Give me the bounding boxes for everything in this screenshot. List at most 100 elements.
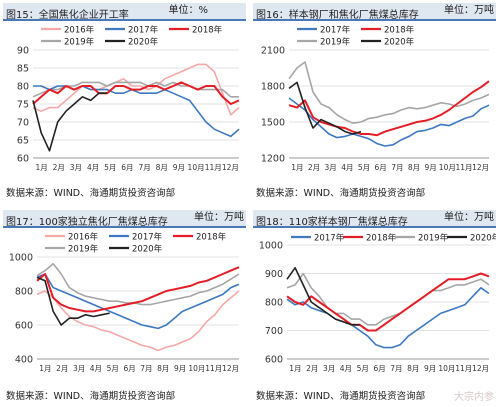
- series-line-2017: [288, 97, 490, 147]
- chart-unit: 单位：万吨: [444, 5, 494, 16]
- x-tick-label: 3月: [323, 364, 335, 373]
- y-tick-label: 70: [17, 118, 29, 129]
- series-line-2016: [32, 63, 240, 116]
- x-tick-label: 8月: [407, 364, 419, 373]
- legend-label: 2018年: [192, 25, 223, 36]
- chart-3-svg: 400 600 800 1000 1月 2月 3月 4月 5月 6月 7月 8月 9月 10月 11月 12月…: [9, 232, 240, 373]
- x-tick-label: 1月: [39, 364, 51, 373]
- x-tick-label: 9月: [173, 163, 185, 172]
- chart-title: 图17：100家独立焦化厂焦煤总库存: [6, 217, 168, 228]
- x-tick-label: 2月: [306, 364, 318, 373]
- x-tick-label: 5月: [104, 163, 116, 172]
- series-line-2018: [32, 81, 240, 105]
- y-tick-label: 600: [15, 321, 33, 332]
- x-tick-label: 5月: [357, 364, 369, 373]
- series-line-2018: [286, 272, 490, 332]
- x-tick-label: 12月: [222, 163, 239, 172]
- x-tick-label: 8月: [408, 163, 420, 172]
- x-tick-label: 2月: [308, 163, 320, 172]
- chart-title-bar: 图18：110家样本钢厂焦煤总库存 单位：万吨: [253, 210, 496, 228]
- series-line-2018: [36, 266, 240, 313]
- chart-unit: 单位：%: [168, 5, 208, 16]
- chart-title: 图18：110家样本钢厂焦煤总库存: [256, 217, 408, 228]
- legend-label: 2020年: [384, 37, 415, 48]
- x-tick-label: 6月: [121, 163, 133, 172]
- x-tick-label: 3月: [73, 364, 85, 373]
- chart-panel-2: 图16：样本钢厂和焦化厂焦煤总库存 单位：万吨 1200 1500 1800 2100…: [253, 3, 496, 201]
- legend-label: 2018年: [366, 233, 397, 244]
- legend-label: 2017年: [132, 232, 163, 243]
- y-tick-label: 1500: [261, 118, 285, 129]
- series-line-2019: [286, 272, 490, 326]
- x-tick-label: 7月: [391, 163, 403, 172]
- chart-title: 图15：全国焦化企业开工率: [6, 10, 129, 21]
- x-tick-label: 5月: [358, 163, 370, 172]
- legend-label: 2016年: [64, 25, 95, 36]
- legend-label: 2017年: [320, 25, 351, 36]
- chart-title-bar: 图17：100家独立焦化厂焦煤总库存 单位：万吨: [3, 210, 246, 228]
- series-line-2018: [288, 80, 490, 137]
- y-tick-label: 80: [17, 82, 29, 93]
- x-tick-label: 4月: [341, 163, 353, 172]
- y-tick-label: 85: [17, 64, 29, 75]
- x-tick-label: 11月: [205, 364, 222, 373]
- legend-label: 2017年: [128, 25, 159, 36]
- chart-panel-1: 图15：全国焦化企业开工率 单位：% 60 65 70 75 80 85 90 1月 2月 3月 4…: [3, 3, 246, 201]
- chart-1-svg: 60 65 70 75 80 85 90 1月 2月 3月 4月 5月 6月 7月 8月 9月 10月 11月 12…: [17, 25, 240, 172]
- legend-label: 2017年: [314, 233, 345, 244]
- y-tick-label: 400: [15, 355, 33, 366]
- x-tick-label: 12月: [472, 364, 489, 373]
- x-tick-label: 7月: [138, 163, 150, 172]
- y-tick-label: 900: [265, 269, 283, 280]
- y-tick-label: 90: [17, 46, 29, 57]
- y-tick-label: 2100: [261, 46, 285, 57]
- series-line-2016: [36, 290, 240, 352]
- series-line-2020: [36, 276, 110, 326]
- chart-source: 数据来源：WIND、海通期货投资咨询部: [256, 391, 426, 402]
- x-tick-label: 6月: [373, 364, 385, 373]
- series-line-2017: [33, 85, 240, 138]
- x-tick-label: 9月: [174, 364, 186, 373]
- y-tick-label: 1800: [261, 82, 285, 93]
- y-tick-label: 60: [17, 154, 29, 165]
- chart-panel-3: 图17：100家独立焦化厂焦煤总库存 单位：万吨 400 600 800 1000 1月…: [3, 210, 246, 405]
- y-tick-label: 75: [17, 100, 29, 111]
- y-tick-label: 1200: [261, 154, 285, 165]
- series-line-2020: [286, 266, 360, 326]
- legend-label: 2019年: [68, 244, 99, 255]
- x-tick-label: 8月: [156, 163, 168, 172]
- y-tick-label: 1000: [9, 253, 33, 264]
- x-tick-label: 11月: [455, 163, 472, 172]
- x-tick-label: 1月: [289, 364, 301, 373]
- chart-title: 图16：样本钢厂和焦化厂焦煤总库存: [256, 10, 419, 21]
- chart-panel-4: 图18：110家样本钢厂焦煤总库存 单位：万吨 600 700 800 900 1000…: [253, 210, 496, 405]
- series-line-2017: [286, 286, 490, 349]
- legend-label: 2020年: [128, 37, 159, 48]
- y-tick-label: 600: [265, 355, 283, 366]
- x-tick-label: 12月: [222, 364, 239, 373]
- watermark-label: 大宗内参: [454, 392, 494, 403]
- chart-2-svg: 1200 1500 1800 2100 1月 2月 3月 4月 5月 6月 7月 8月 9月 10月 11月…: [261, 25, 490, 172]
- legend-label: 2016年: [68, 232, 99, 243]
- chart-unit: 单位：万吨: [444, 212, 494, 223]
- y-tick-label: 800: [265, 298, 283, 309]
- x-tick-label: 9月: [425, 163, 437, 172]
- chart-4-svg: 600 700 800 900 1000 1月 2月 3月 4月 5月 6月 7月 8月 9月 10月 11月…: [259, 233, 496, 374]
- series-line-2017: [36, 273, 240, 330]
- legend-label: 2019年: [64, 37, 95, 48]
- chart-unit: 单位：万吨: [194, 212, 244, 223]
- chart-title-bar: 图16：样本钢厂和焦化厂焦煤总库存 单位：万吨: [253, 3, 496, 21]
- x-tick-label: 4月: [87, 163, 99, 172]
- x-tick-label: 11月: [205, 163, 222, 172]
- legend-label: 2019年: [320, 37, 351, 48]
- x-tick-label: 10月: [438, 364, 455, 373]
- legend-label: 2020年: [132, 244, 163, 255]
- x-tick-label: 1月: [291, 163, 303, 172]
- x-tick-label: 10月: [188, 364, 205, 373]
- chart-source: 数据来源：WIND、海通期货投资咨询部: [6, 188, 176, 199]
- legend-label: 2018年: [196, 232, 227, 243]
- y-tick-label: 65: [17, 136, 29, 147]
- x-tick-label: 7月: [390, 364, 402, 373]
- x-tick-label: 4月: [340, 364, 352, 373]
- x-tick-label: 12月: [472, 163, 489, 172]
